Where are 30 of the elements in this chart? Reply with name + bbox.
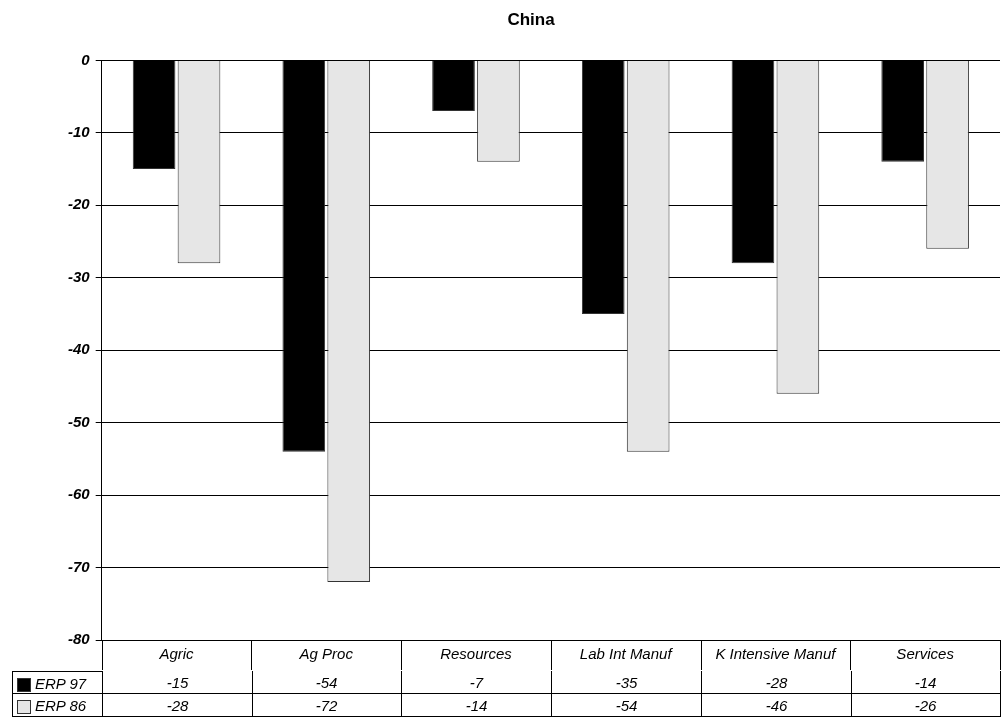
x-tick-label: K Intensive Manuf — [715, 645, 838, 663]
data-label: -28 — [702, 671, 852, 694]
data-label: -14 — [851, 671, 1001, 694]
x-tick-label: Agric — [158, 645, 195, 663]
x-tick-label: Lab Int Manuf — [579, 645, 674, 663]
data-label: -35 — [552, 671, 702, 694]
data-label: -72 — [252, 694, 402, 717]
legend-label: ERP 86 — [35, 697, 87, 714]
x-tick-label: Services — [896, 645, 955, 663]
data-label: -46 — [702, 694, 852, 717]
y-tick-label: -70 — [67, 557, 91, 575]
data-label: -54 — [552, 694, 702, 717]
y-tick-label: -50 — [67, 412, 91, 430]
y-tick-label: -40 — [67, 340, 91, 358]
data-label: -28 — [103, 694, 253, 717]
y-tick-label: -80 — [67, 630, 91, 648]
y-tick-label: -60 — [67, 485, 91, 503]
y-tick-label: -20 — [67, 195, 91, 213]
chart-title: China — [507, 9, 556, 29]
data-label: -7 — [402, 671, 552, 694]
x-tick-label: Ag Proc — [298, 645, 354, 663]
y-tick-label: 0 — [81, 50, 91, 68]
data-label: -15 — [103, 671, 253, 694]
x-tick-label: Resources — [440, 645, 513, 663]
y-tick-label: -10 — [67, 122, 91, 140]
data-label: -54 — [252, 671, 402, 694]
legend-label: ERP 97 — [35, 675, 87, 692]
data-label: -14 — [402, 694, 552, 717]
data-label: -26 — [851, 694, 1001, 717]
y-tick-label: -30 — [67, 267, 91, 285]
